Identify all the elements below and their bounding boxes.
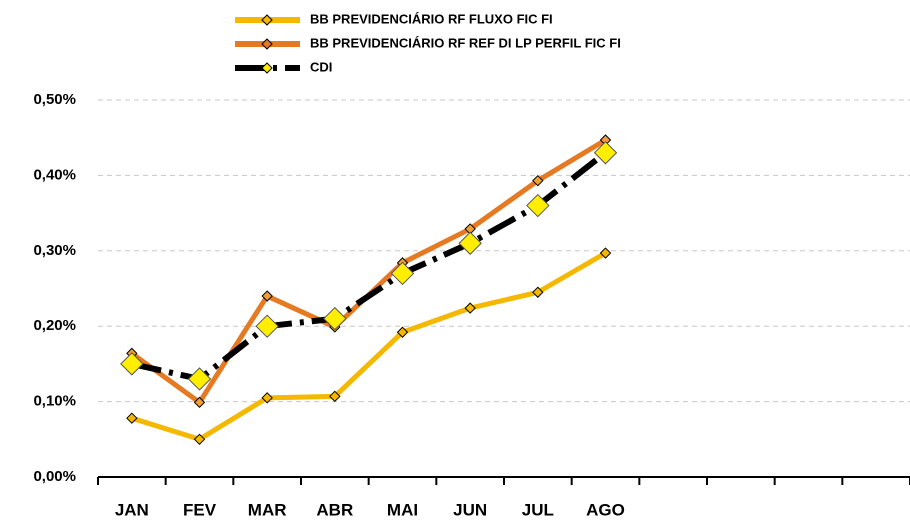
legend-marker <box>261 14 273 26</box>
x-tick-label: JUL <box>522 500 554 519</box>
marker <box>599 247 612 259</box>
marker <box>532 286 544 298</box>
x-tick-label: AGO <box>586 500 625 519</box>
marker <box>193 433 206 446</box>
legend-marker <box>261 38 273 50</box>
series-line <box>131 150 608 382</box>
x-tick-label: FEV <box>183 500 217 519</box>
x-tick-label: MAI <box>387 500 418 519</box>
marker <box>120 352 144 376</box>
marker <box>329 390 341 403</box>
marker <box>458 231 482 255</box>
y-tick-label: 0,10% <box>33 393 76 410</box>
y-tick-label: 0,50% <box>33 91 76 108</box>
marker <box>261 392 273 404</box>
marker <box>323 306 347 331</box>
x-tick-label: JAN <box>115 500 149 519</box>
y-tick-label: 0,00% <box>33 468 76 485</box>
marker <box>532 174 544 187</box>
y-tick-label: 0,20% <box>33 317 76 334</box>
series-line <box>131 250 607 442</box>
marker <box>255 314 279 338</box>
marker <box>187 367 212 391</box>
y-tick-label: 0,30% <box>33 242 76 259</box>
marker <box>396 326 409 338</box>
marker <box>390 261 415 286</box>
marker <box>593 141 618 165</box>
x-tick-label: ABR <box>316 500 353 519</box>
y-tick-label: 0,40% <box>33 166 76 183</box>
x-tick-label: JUN <box>453 500 487 519</box>
legend-label: BB PREVIDENCIÁRIO RF REF DI LP PERFIL FI… <box>310 35 621 50</box>
marker <box>261 290 273 302</box>
legend-label: BB PREVIDENCIÁRIO RF FLUXO FIC FI <box>310 11 553 26</box>
marker <box>526 193 550 218</box>
x-tick-label: MAR <box>248 500 287 519</box>
marker <box>464 302 476 314</box>
marker <box>193 396 206 409</box>
legend-marker <box>261 62 273 74</box>
marker <box>126 412 138 424</box>
legend-label: CDI <box>310 59 332 74</box>
